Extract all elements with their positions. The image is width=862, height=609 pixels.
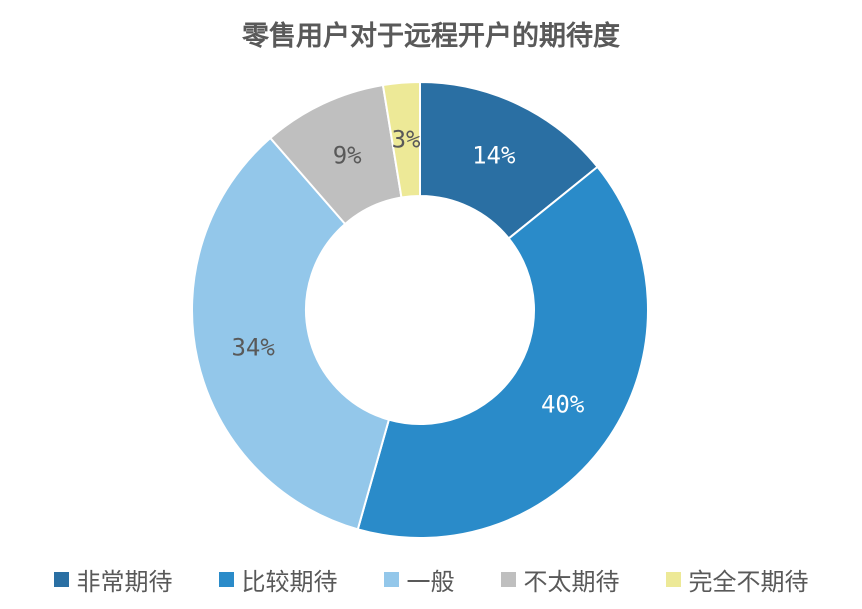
slice-4 [381, 80, 421, 199]
legend-label: 不太期待 [523, 568, 620, 596]
legend-item: 完全不期待 [665, 562, 809, 597]
donut-chart: 14% 40% 34% 9% 3% [191, 80, 649, 539]
legend-swatch [665, 572, 681, 587]
legend-swatch [218, 572, 234, 587]
legend-item: 比较期待 [218, 562, 338, 597]
slice-1 [356, 165, 649, 539]
data-label: 14% [472, 142, 516, 170]
legend-item: 不太期待 [500, 562, 620, 597]
legend-swatch [53, 572, 69, 587]
legend-item: 一般 [383, 562, 455, 597]
legend: 非常期待 比较期待 一般 不太期待 完全不期待 [0, 562, 862, 597]
slice-2 [191, 136, 391, 531]
legend-item: 非常期待 [53, 562, 173, 597]
slice-0 [419, 80, 599, 240]
data-label: 3% [392, 126, 421, 154]
legend-label: 非常期待 [76, 568, 173, 596]
data-label: 34% [231, 333, 275, 361]
data-label: 40% [541, 390, 585, 418]
data-label: 9% [333, 141, 362, 169]
legend-label: 完全不期待 [688, 568, 809, 596]
legend-swatch [500, 572, 516, 587]
legend-label: 比较期待 [241, 568, 338, 596]
chart-title: 零售用户对于远程开户的期待度 [242, 21, 620, 52]
legend-label: 一般 [406, 568, 455, 596]
legend-swatch [383, 572, 399, 587]
